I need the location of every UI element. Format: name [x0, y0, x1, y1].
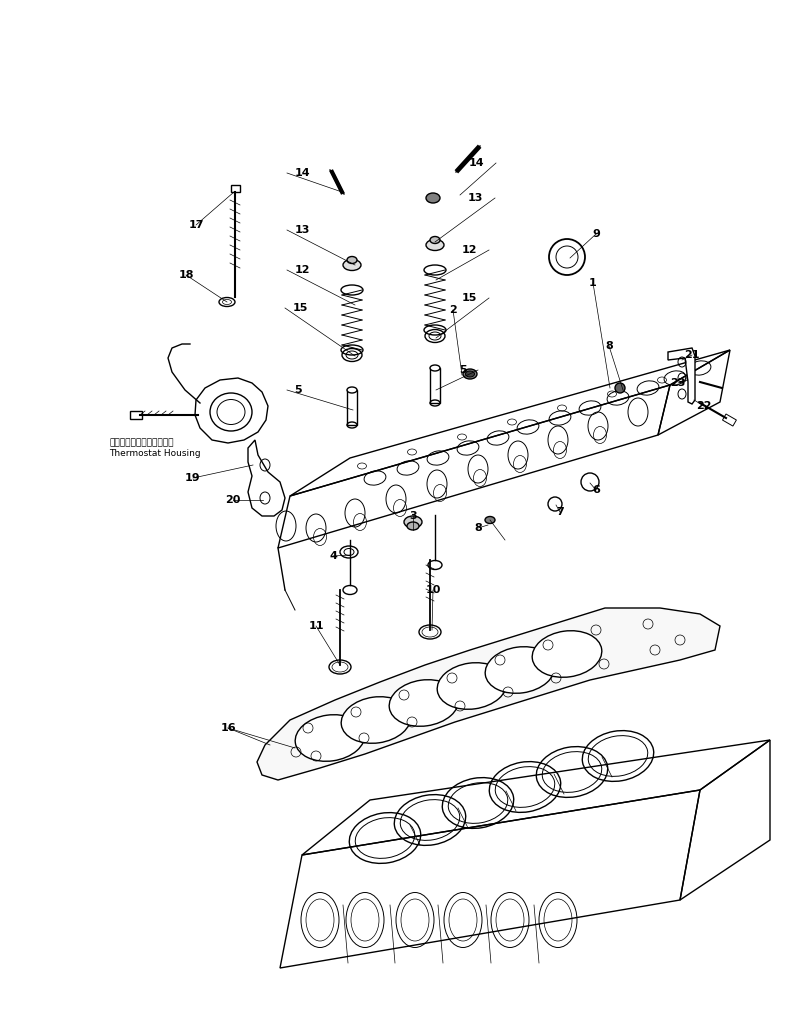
Text: サーモスタットハウジング: サーモスタットハウジング [109, 439, 173, 448]
Circle shape [581, 473, 599, 491]
Text: 20: 20 [225, 495, 241, 504]
Text: 10: 10 [425, 585, 441, 595]
Ellipse shape [343, 259, 361, 270]
Text: 23: 23 [671, 378, 685, 388]
Ellipse shape [426, 193, 440, 203]
Text: 1: 1 [589, 278, 597, 288]
Circle shape [615, 383, 625, 393]
Text: 13: 13 [294, 225, 310, 235]
Text: 5: 5 [294, 385, 301, 395]
Ellipse shape [329, 660, 351, 674]
Circle shape [549, 239, 585, 275]
Ellipse shape [295, 714, 365, 762]
Text: 6: 6 [592, 485, 600, 495]
Text: 22: 22 [696, 401, 711, 411]
Text: 17: 17 [188, 220, 204, 230]
Text: 21: 21 [684, 350, 700, 360]
Ellipse shape [532, 631, 602, 677]
Text: 4: 4 [329, 551, 337, 561]
Bar [722, 414, 737, 426]
Text: 2: 2 [449, 305, 457, 315]
Text: 12: 12 [461, 245, 477, 255]
Text: 15: 15 [292, 303, 308, 313]
Ellipse shape [390, 680, 459, 726]
Text: 16: 16 [220, 723, 236, 733]
Text: 9: 9 [592, 229, 600, 239]
Ellipse shape [419, 625, 441, 639]
Ellipse shape [465, 371, 475, 377]
Text: 15: 15 [461, 293, 477, 303]
Text: Thermostat Housing: Thermostat Housing [109, 449, 201, 458]
Text: 13: 13 [467, 193, 482, 203]
Polygon shape [668, 348, 695, 404]
Bar [231, 185, 240, 192]
Ellipse shape [430, 365, 440, 371]
Bar [130, 411, 142, 419]
Ellipse shape [404, 516, 422, 528]
Ellipse shape [407, 522, 419, 530]
Ellipse shape [430, 236, 440, 243]
Bar [347, 390, 357, 425]
Text: 12: 12 [294, 265, 310, 275]
Ellipse shape [463, 369, 477, 379]
Polygon shape [248, 440, 285, 516]
Ellipse shape [485, 517, 495, 524]
Text: 8: 8 [474, 523, 482, 533]
Text: 11: 11 [309, 621, 323, 631]
Text: 5: 5 [459, 365, 467, 375]
Text: 19: 19 [185, 473, 201, 483]
Text: 18: 18 [178, 270, 194, 281]
Bar [430, 368, 440, 403]
Polygon shape [257, 608, 720, 780]
Ellipse shape [347, 256, 357, 263]
Text: 3: 3 [409, 511, 417, 521]
Text: 8: 8 [605, 341, 613, 351]
Polygon shape [195, 378, 268, 443]
Text: 14: 14 [468, 158, 484, 169]
Ellipse shape [347, 387, 357, 393]
Text: 14: 14 [294, 169, 310, 178]
Text: 7: 7 [556, 507, 563, 517]
Ellipse shape [438, 663, 507, 709]
Ellipse shape [342, 696, 411, 744]
Ellipse shape [426, 239, 444, 250]
Ellipse shape [486, 647, 555, 693]
